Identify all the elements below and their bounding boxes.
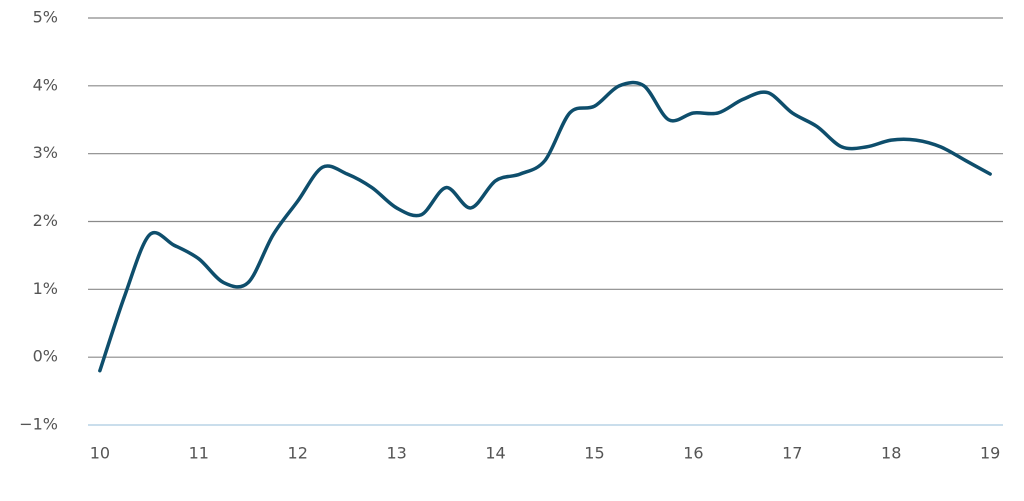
x-tick-label: 11: [189, 444, 209, 463]
x-tick-label: 10: [90, 444, 110, 463]
y-tick-label: 2%: [33, 211, 58, 230]
x-tick-label: 15: [584, 444, 604, 463]
x-tick-label: 19: [980, 444, 1000, 463]
x-tick-label: 18: [881, 444, 901, 463]
y-tick-label: −1%: [19, 415, 58, 434]
x-tick-label: 16: [683, 444, 703, 463]
y-tick-label: 5%: [33, 8, 58, 27]
y-tick-label: 3%: [33, 143, 58, 162]
y-tick-label: 0%: [33, 347, 58, 366]
line-series: [98, 80, 992, 373]
x-tick-label: 12: [288, 444, 308, 463]
x-tick-label: 13: [386, 444, 406, 463]
x-tick-label: 17: [782, 444, 802, 463]
y-tick-label: 4%: [33, 75, 58, 94]
y-tick-label: 1%: [33, 279, 58, 298]
x-tick-label: 14: [485, 444, 505, 463]
